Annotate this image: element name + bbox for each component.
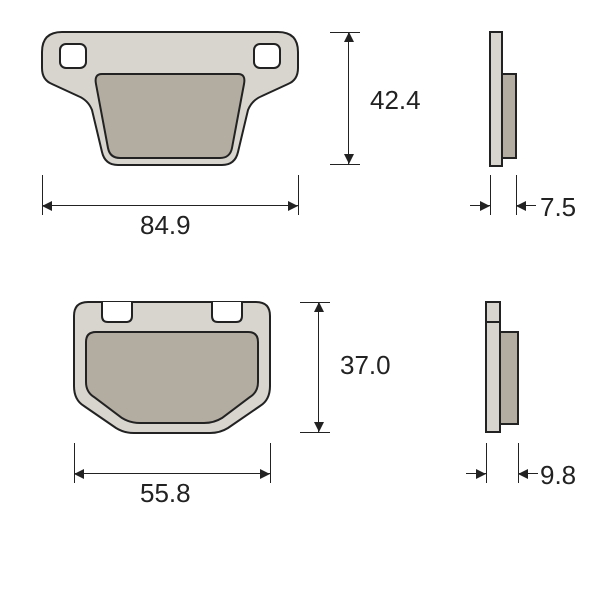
arrow-icon <box>516 201 526 211</box>
top-pad-height-label: 42.4 <box>370 85 421 116</box>
ext-line <box>330 164 360 165</box>
ext-line <box>300 432 330 433</box>
ext-line <box>490 175 491 215</box>
dim-line <box>348 32 349 164</box>
arrow-icon <box>480 201 490 211</box>
bottom-pad-height-label: 37.0 <box>340 350 391 381</box>
arrow-icon <box>260 469 270 479</box>
arrow-icon <box>314 302 324 312</box>
bottom-pad-width-label: 55.8 <box>140 478 191 509</box>
arrow-icon <box>314 422 324 432</box>
arrow-icon <box>344 154 354 164</box>
arrow-icon <box>288 201 298 211</box>
ext-line <box>486 443 487 483</box>
arrow-icon <box>74 469 84 479</box>
ext-line <box>270 443 271 483</box>
dim-line <box>318 302 319 432</box>
bottom-pad-front-view <box>72 300 272 435</box>
arrow-icon <box>42 201 52 211</box>
arrow-icon <box>344 32 354 42</box>
top-pad-thickness-label: 7.5 <box>540 192 576 223</box>
top-pad-width-label: 84.9 <box>140 210 191 241</box>
top-pad-side-view <box>488 30 522 170</box>
bottom-pad-side-view <box>484 300 524 435</box>
dim-line <box>42 205 298 206</box>
arrow-icon <box>518 469 528 479</box>
arrow-icon <box>476 469 486 479</box>
bottom-pad-thickness-label: 9.8 <box>540 460 576 491</box>
dim-line <box>74 473 270 474</box>
drawing-stage: 42.4 84.9 7.5 <box>0 0 600 600</box>
top-pad-front-view <box>40 30 300 170</box>
ext-line <box>298 175 299 215</box>
